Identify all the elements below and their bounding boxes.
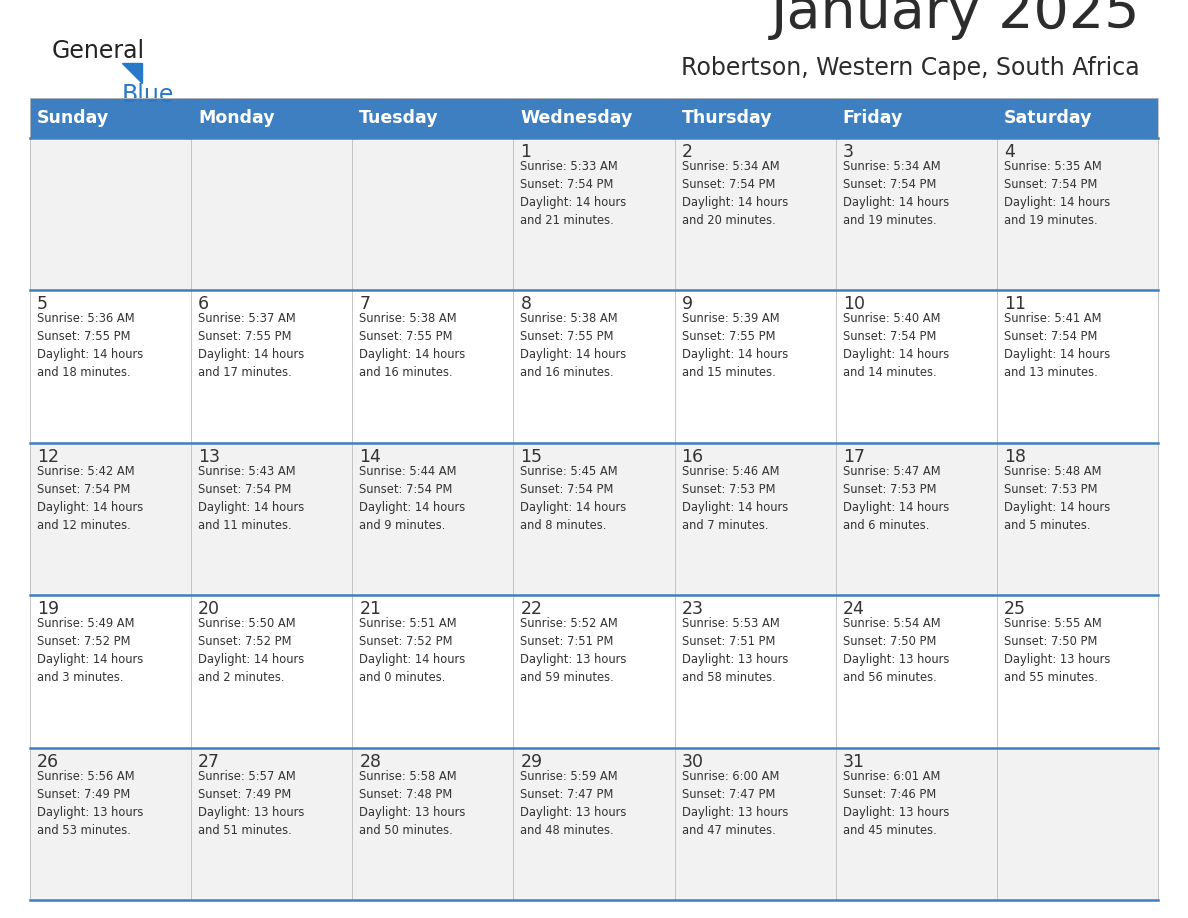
Text: Tuesday: Tuesday — [359, 109, 438, 127]
Text: Sunrise: 5:55 AM
Sunset: 7:50 PM
Daylight: 13 hours
and 55 minutes.: Sunrise: 5:55 AM Sunset: 7:50 PM Dayligh… — [1004, 617, 1111, 684]
Text: 11: 11 — [1004, 296, 1026, 313]
Text: 28: 28 — [359, 753, 381, 770]
Text: Sunrise: 5:51 AM
Sunset: 7:52 PM
Daylight: 14 hours
and 0 minutes.: Sunrise: 5:51 AM Sunset: 7:52 PM Dayligh… — [359, 617, 466, 684]
Text: 21: 21 — [359, 600, 381, 618]
Text: 30: 30 — [682, 753, 703, 770]
Text: 16: 16 — [682, 448, 703, 465]
Text: 5: 5 — [37, 296, 48, 313]
Text: Sunrise: 5:38 AM
Sunset: 7:55 PM
Daylight: 14 hours
and 16 minutes.: Sunrise: 5:38 AM Sunset: 7:55 PM Dayligh… — [359, 312, 466, 379]
Text: Sunrise: 5:33 AM
Sunset: 7:54 PM
Daylight: 14 hours
and 21 minutes.: Sunrise: 5:33 AM Sunset: 7:54 PM Dayligh… — [520, 160, 627, 227]
Text: Sunrise: 5:44 AM
Sunset: 7:54 PM
Daylight: 14 hours
and 9 minutes.: Sunrise: 5:44 AM Sunset: 7:54 PM Dayligh… — [359, 465, 466, 532]
Text: General: General — [52, 39, 145, 63]
Text: 18: 18 — [1004, 448, 1026, 465]
Text: 9: 9 — [682, 296, 693, 313]
Bar — [30, 747, 1158, 900]
Text: Sunrise: 5:50 AM
Sunset: 7:52 PM
Daylight: 14 hours
and 2 minutes.: Sunrise: 5:50 AM Sunset: 7:52 PM Dayligh… — [198, 617, 304, 684]
Text: Sunrise: 5:41 AM
Sunset: 7:54 PM
Daylight: 14 hours
and 13 minutes.: Sunrise: 5:41 AM Sunset: 7:54 PM Dayligh… — [1004, 312, 1110, 379]
Text: Sunrise: 5:34 AM
Sunset: 7:54 PM
Daylight: 14 hours
and 20 minutes.: Sunrise: 5:34 AM Sunset: 7:54 PM Dayligh… — [682, 160, 788, 227]
Text: 14: 14 — [359, 448, 381, 465]
Text: Sunrise: 5:57 AM
Sunset: 7:49 PM
Daylight: 13 hours
and 51 minutes.: Sunrise: 5:57 AM Sunset: 7:49 PM Dayligh… — [198, 769, 304, 836]
Text: Sunrise: 5:37 AM
Sunset: 7:55 PM
Daylight: 14 hours
and 17 minutes.: Sunrise: 5:37 AM Sunset: 7:55 PM Dayligh… — [198, 312, 304, 379]
Bar — [30, 98, 1158, 138]
Text: Sunrise: 5:48 AM
Sunset: 7:53 PM
Daylight: 14 hours
and 5 minutes.: Sunrise: 5:48 AM Sunset: 7:53 PM Dayligh… — [1004, 465, 1110, 532]
Text: 1: 1 — [520, 143, 531, 161]
Text: 8: 8 — [520, 296, 531, 313]
Text: 22: 22 — [520, 600, 543, 618]
Text: Sunrise: 5:52 AM
Sunset: 7:51 PM
Daylight: 13 hours
and 59 minutes.: Sunrise: 5:52 AM Sunset: 7:51 PM Dayligh… — [520, 617, 627, 684]
Text: Sunrise: 5:35 AM
Sunset: 7:54 PM
Daylight: 14 hours
and 19 minutes.: Sunrise: 5:35 AM Sunset: 7:54 PM Dayligh… — [1004, 160, 1110, 227]
Text: Blue: Blue — [122, 83, 175, 107]
Text: 23: 23 — [682, 600, 703, 618]
Text: 2: 2 — [682, 143, 693, 161]
Text: Sunrise: 5:59 AM
Sunset: 7:47 PM
Daylight: 13 hours
and 48 minutes.: Sunrise: 5:59 AM Sunset: 7:47 PM Dayligh… — [520, 769, 627, 836]
Bar — [30, 290, 1158, 442]
Text: Sunrise: 5:53 AM
Sunset: 7:51 PM
Daylight: 13 hours
and 58 minutes.: Sunrise: 5:53 AM Sunset: 7:51 PM Dayligh… — [682, 617, 788, 684]
Text: Sunrise: 5:36 AM
Sunset: 7:55 PM
Daylight: 14 hours
and 18 minutes.: Sunrise: 5:36 AM Sunset: 7:55 PM Dayligh… — [37, 312, 144, 379]
Text: 4: 4 — [1004, 143, 1015, 161]
Text: Sunrise: 5:43 AM
Sunset: 7:54 PM
Daylight: 14 hours
and 11 minutes.: Sunrise: 5:43 AM Sunset: 7:54 PM Dayligh… — [198, 465, 304, 532]
Text: 19: 19 — [37, 600, 59, 618]
Bar — [30, 442, 1158, 595]
Text: 26: 26 — [37, 753, 59, 770]
Text: Monday: Monday — [198, 109, 274, 127]
Text: Robertson, Western Cape, South Africa: Robertson, Western Cape, South Africa — [682, 56, 1140, 80]
Text: Sunrise: 5:46 AM
Sunset: 7:53 PM
Daylight: 14 hours
and 7 minutes.: Sunrise: 5:46 AM Sunset: 7:53 PM Dayligh… — [682, 465, 788, 532]
Text: 20: 20 — [198, 600, 220, 618]
Text: 7: 7 — [359, 296, 371, 313]
Text: 10: 10 — [842, 296, 865, 313]
Text: 15: 15 — [520, 448, 543, 465]
Text: Sunrise: 5:54 AM
Sunset: 7:50 PM
Daylight: 13 hours
and 56 minutes.: Sunrise: 5:54 AM Sunset: 7:50 PM Dayligh… — [842, 617, 949, 684]
Text: Sunday: Sunday — [37, 109, 109, 127]
Text: 12: 12 — [37, 448, 59, 465]
Text: Sunrise: 6:00 AM
Sunset: 7:47 PM
Daylight: 13 hours
and 47 minutes.: Sunrise: 6:00 AM Sunset: 7:47 PM Dayligh… — [682, 769, 788, 836]
Polygon shape — [122, 63, 143, 83]
Text: Sunrise: 5:39 AM
Sunset: 7:55 PM
Daylight: 14 hours
and 15 minutes.: Sunrise: 5:39 AM Sunset: 7:55 PM Dayligh… — [682, 312, 788, 379]
Text: 31: 31 — [842, 753, 865, 770]
Text: Sunrise: 6:01 AM
Sunset: 7:46 PM
Daylight: 13 hours
and 45 minutes.: Sunrise: 6:01 AM Sunset: 7:46 PM Dayligh… — [842, 769, 949, 836]
Text: Saturday: Saturday — [1004, 109, 1092, 127]
Text: Sunrise: 5:56 AM
Sunset: 7:49 PM
Daylight: 13 hours
and 53 minutes.: Sunrise: 5:56 AM Sunset: 7:49 PM Dayligh… — [37, 769, 144, 836]
Text: 24: 24 — [842, 600, 865, 618]
Text: Sunrise: 5:40 AM
Sunset: 7:54 PM
Daylight: 14 hours
and 14 minutes.: Sunrise: 5:40 AM Sunset: 7:54 PM Dayligh… — [842, 312, 949, 379]
Bar — [30, 595, 1158, 747]
Text: 25: 25 — [1004, 600, 1026, 618]
Text: 6: 6 — [198, 296, 209, 313]
Text: Sunrise: 5:58 AM
Sunset: 7:48 PM
Daylight: 13 hours
and 50 minutes.: Sunrise: 5:58 AM Sunset: 7:48 PM Dayligh… — [359, 769, 466, 836]
Text: Sunrise: 5:38 AM
Sunset: 7:55 PM
Daylight: 14 hours
and 16 minutes.: Sunrise: 5:38 AM Sunset: 7:55 PM Dayligh… — [520, 312, 627, 379]
Text: 17: 17 — [842, 448, 865, 465]
Text: Sunrise: 5:34 AM
Sunset: 7:54 PM
Daylight: 14 hours
and 19 minutes.: Sunrise: 5:34 AM Sunset: 7:54 PM Dayligh… — [842, 160, 949, 227]
Text: Sunrise: 5:42 AM
Sunset: 7:54 PM
Daylight: 14 hours
and 12 minutes.: Sunrise: 5:42 AM Sunset: 7:54 PM Dayligh… — [37, 465, 144, 532]
Text: Wednesday: Wednesday — [520, 109, 633, 127]
Bar — [30, 138, 1158, 290]
Text: 3: 3 — [842, 143, 854, 161]
Text: Thursday: Thursday — [682, 109, 772, 127]
Text: January 2025: January 2025 — [771, 0, 1140, 40]
Text: 13: 13 — [198, 448, 220, 465]
Text: 29: 29 — [520, 753, 543, 770]
Text: Sunrise: 5:49 AM
Sunset: 7:52 PM
Daylight: 14 hours
and 3 minutes.: Sunrise: 5:49 AM Sunset: 7:52 PM Dayligh… — [37, 617, 144, 684]
Text: Friday: Friday — [842, 109, 903, 127]
Text: Sunrise: 5:45 AM
Sunset: 7:54 PM
Daylight: 14 hours
and 8 minutes.: Sunrise: 5:45 AM Sunset: 7:54 PM Dayligh… — [520, 465, 627, 532]
Text: 27: 27 — [198, 753, 220, 770]
Text: Sunrise: 5:47 AM
Sunset: 7:53 PM
Daylight: 14 hours
and 6 minutes.: Sunrise: 5:47 AM Sunset: 7:53 PM Dayligh… — [842, 465, 949, 532]
